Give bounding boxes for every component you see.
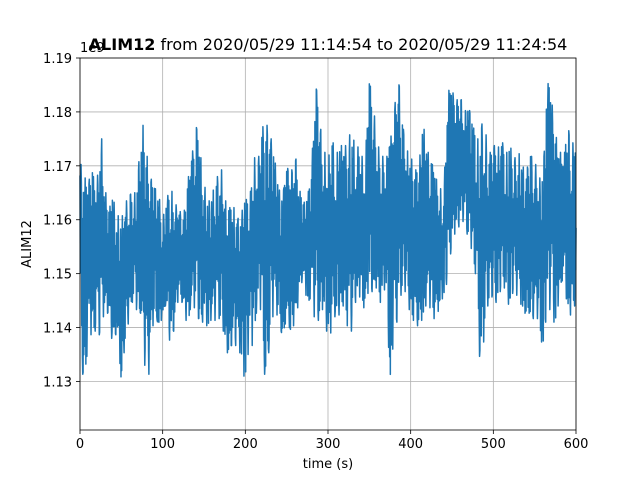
x-tick-label: 300 xyxy=(316,437,341,452)
x-tick-label: 0 xyxy=(76,437,84,452)
y-tick-label: 1.18 xyxy=(43,106,72,121)
x-tick-label: 500 xyxy=(481,437,506,452)
chart-title-bold: ALIM12 xyxy=(89,35,156,54)
y-tick-label: 1.13 xyxy=(43,375,72,390)
x-tick-label: 100 xyxy=(150,437,175,452)
x-tick-label: 600 xyxy=(564,437,589,452)
x-tick-label: 400 xyxy=(398,437,423,452)
y-axis-label: ALIM12 xyxy=(20,220,35,268)
y-axis: 1.13 1.14 1.15 1.16 1.17 1.18 1.19 xyxy=(43,52,80,390)
series-line xyxy=(79,82,577,378)
y-tick-label: 1.16 xyxy=(43,214,72,229)
chart-title-rest: from 2020/05/29 11:14:54 to 2020/05/29 1… xyxy=(155,35,567,54)
y-tick-label: 1.15 xyxy=(43,268,72,283)
y-offset-text: 1e9 xyxy=(80,41,105,56)
x-tick-label: 200 xyxy=(233,437,258,452)
chart-title: ALIM12 from 2020/05/29 11:14:54 to 2020/… xyxy=(89,35,568,54)
x-axis: 0 100 200 300 400 500 600 xyxy=(76,430,589,452)
x-axis-label: time (s) xyxy=(303,457,353,472)
y-tick-label: 1.19 xyxy=(43,52,72,67)
y-tick-label: 1.14 xyxy=(43,322,72,337)
y-tick-label: 1.17 xyxy=(43,160,72,175)
